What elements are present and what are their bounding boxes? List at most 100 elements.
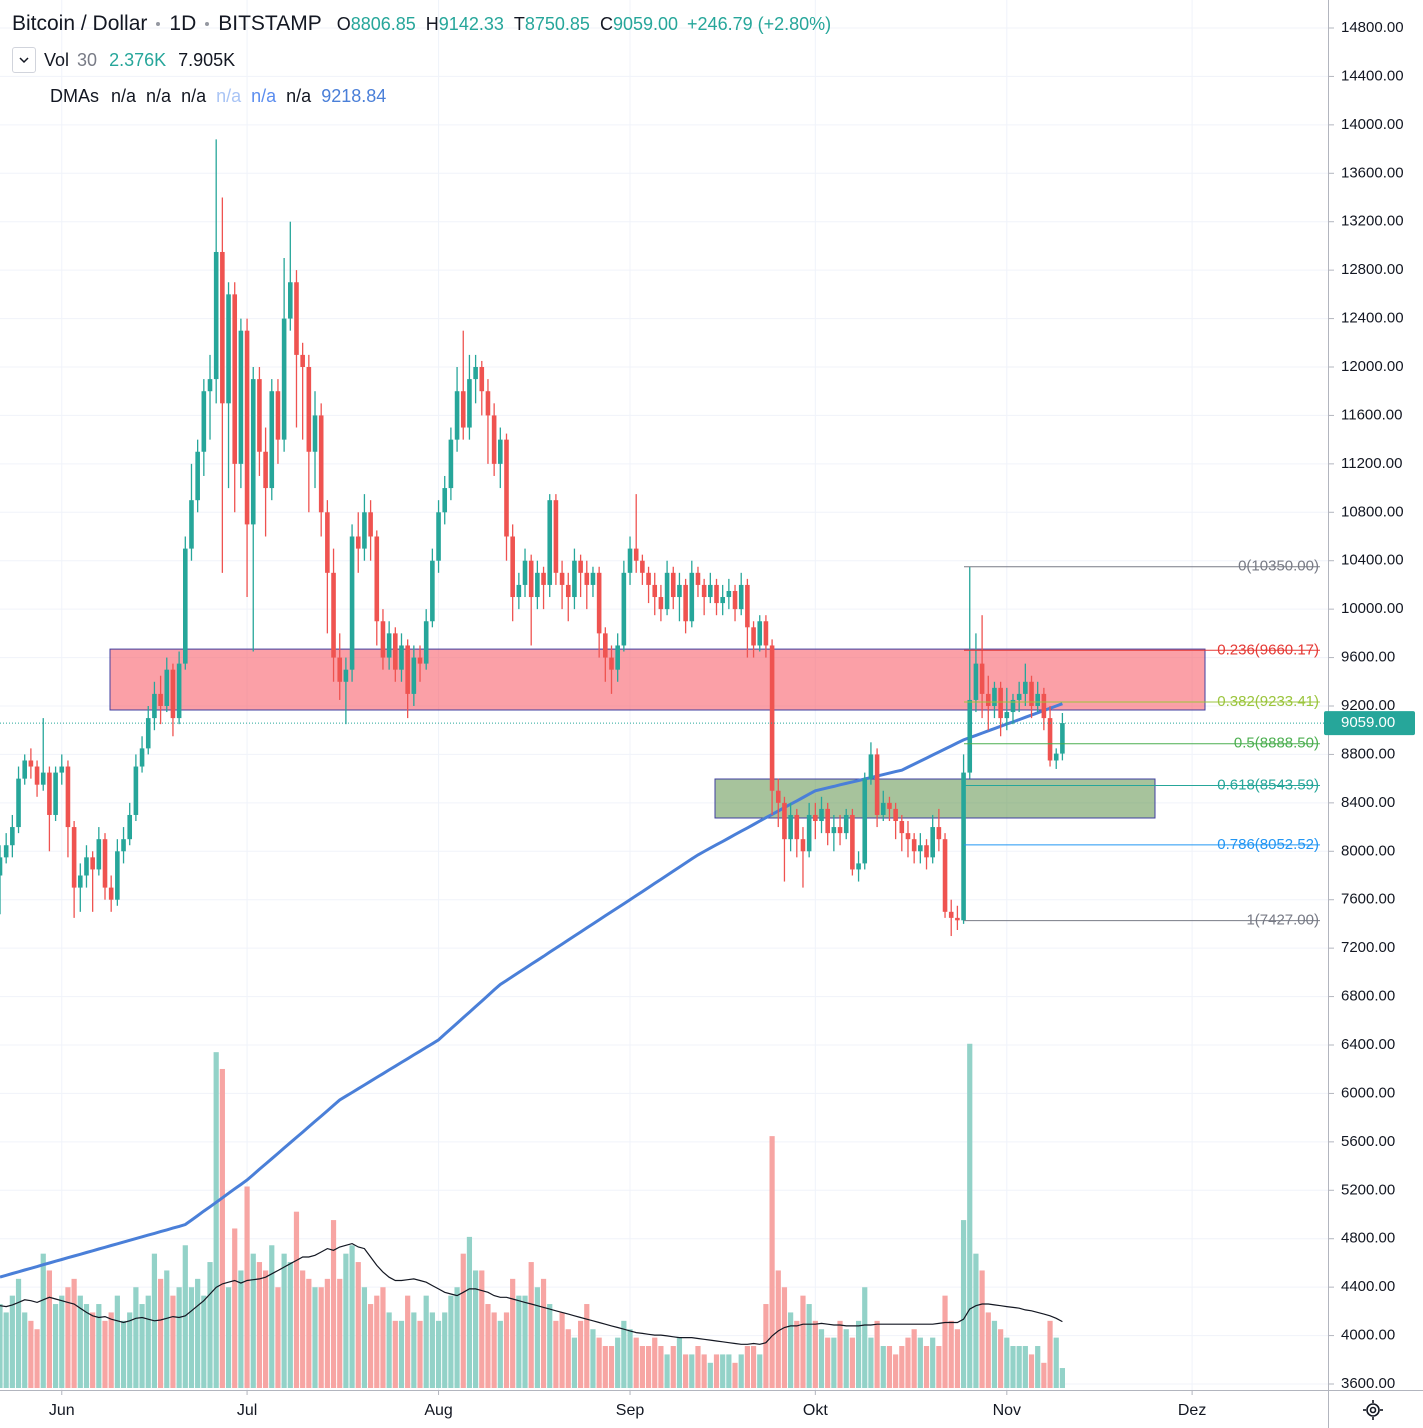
candle-body — [683, 584, 688, 622]
candle-body — [757, 621, 763, 646]
separator — [156, 22, 161, 26]
volume-bar — [368, 1304, 374, 1388]
candle-body — [1023, 681, 1028, 694]
candle-body — [701, 584, 707, 598]
volume-bar — [726, 1354, 732, 1388]
y-tick-label: 6000.00 — [1341, 1084, 1395, 1101]
candle-body — [948, 911, 954, 918]
candle-body — [411, 657, 417, 694]
dma-value: n/a — [216, 85, 242, 106]
candle-body — [294, 282, 299, 355]
candle-body — [633, 548, 639, 561]
volume-bar — [454, 1287, 460, 1388]
volume-bar — [448, 1295, 454, 1388]
ohlc-key: C — [599, 13, 613, 34]
candle-body — [769, 645, 775, 791]
volume-bar — [670, 1346, 676, 1388]
volume-bar — [71, 1278, 77, 1388]
plot-pane: 0(10350.00) 0.236(9660.17) 0.382(9233.41) 0… — [0, 0, 1328, 1390]
candle-body — [16, 778, 21, 828]
candle-body — [843, 814, 849, 834]
volume-bar — [571, 1337, 578, 1388]
candle-body — [615, 645, 620, 670]
volume-bar — [967, 1043, 973, 1388]
volume-bar — [176, 1287, 182, 1388]
collapse-button[interactable] — [12, 47, 36, 73]
volume-bar — [886, 1346, 893, 1388]
candle-body — [417, 657, 423, 664]
fib-label: 0(10350.00) — [1238, 558, 1319, 575]
zone — [109, 648, 1206, 711]
volume-bar — [1010, 1346, 1016, 1388]
volume-bar — [658, 1346, 664, 1388]
candle-body — [1047, 718, 1053, 761]
volume-bar — [46, 1270, 53, 1388]
volume-bar — [232, 1228, 238, 1388]
volume-bar — [473, 1270, 479, 1388]
y-tick-label: 9600.00 — [1341, 649, 1395, 666]
ohlc-key: T — [513, 13, 525, 34]
candle-body — [596, 572, 602, 634]
candle-body — [547, 500, 553, 585]
volume-bar — [750, 1346, 757, 1388]
volume-bar — [380, 1287, 386, 1388]
ohlc-legend: O8806.85 H9142.33 T8750.85 C9059.00 — [337, 14, 678, 35]
volume-bar — [1028, 1354, 1035, 1388]
candle-body — [967, 699, 973, 773]
volume-bar — [15, 1278, 22, 1388]
volume-bar — [985, 1312, 991, 1388]
volume-bar — [868, 1337, 874, 1388]
volume-bar — [52, 1304, 59, 1388]
volume-bar — [534, 1287, 540, 1388]
volume-bar — [22, 1312, 28, 1388]
volume-bar — [522, 1295, 528, 1388]
volume-bar — [133, 1287, 139, 1388]
volume-bar — [90, 1312, 96, 1388]
candle-body — [355, 536, 361, 549]
volume-ma-value: 7.905K — [178, 49, 236, 70]
candle-body — [782, 802, 787, 840]
volume-bar — [127, 1312, 133, 1388]
candle-body — [1041, 693, 1047, 719]
volume-bar — [565, 1329, 571, 1388]
candle-body — [133, 766, 139, 815]
volume-bar — [701, 1354, 707, 1388]
volume-bar — [510, 1278, 516, 1388]
candle-body — [627, 548, 633, 573]
ohlc-item: C9059.00 — [600, 14, 678, 35]
candle-body — [930, 827, 935, 858]
y-tick-label: 13600.00 — [1341, 164, 1404, 181]
candle-body — [677, 584, 682, 598]
candle-body — [751, 627, 756, 646]
volume-bar — [269, 1245, 275, 1388]
volume-bar — [114, 1295, 120, 1388]
fib-label: 0.236(9660.17) — [1217, 641, 1319, 658]
candle-body — [831, 827, 837, 834]
volume-bar — [874, 1320, 880, 1388]
volume-bar — [849, 1337, 855, 1388]
settings-button[interactable] — [1363, 1400, 1383, 1420]
candle-body — [40, 772, 46, 785]
candle-body — [559, 572, 565, 585]
candle-body — [343, 669, 349, 682]
ohlc-key: O — [336, 13, 351, 34]
chevron — [19, 57, 29, 64]
volume-bar — [238, 1270, 244, 1388]
volume-bar — [911, 1329, 917, 1388]
candle-body — [763, 621, 769, 646]
volume-bar — [547, 1304, 553, 1388]
candle-body — [139, 748, 145, 767]
volume-bar — [256, 1262, 263, 1388]
volume-bar — [423, 1295, 429, 1388]
y-tick-label: 11600.00 — [1341, 406, 1402, 423]
candle-body — [942, 839, 948, 912]
volume-bar — [0, 1304, 3, 1388]
ohlc-item: T8750.85 — [514, 14, 590, 35]
x-tick-label: Aug — [424, 1402, 452, 1419]
volume-bar — [219, 1068, 225, 1388]
dma-value: n/a — [251, 85, 277, 106]
volume-bar — [65, 1287, 71, 1388]
y-tick-label: 7600.00 — [1341, 891, 1395, 908]
volume-bar — [244, 1186, 250, 1388]
volume-bar — [225, 1287, 232, 1388]
